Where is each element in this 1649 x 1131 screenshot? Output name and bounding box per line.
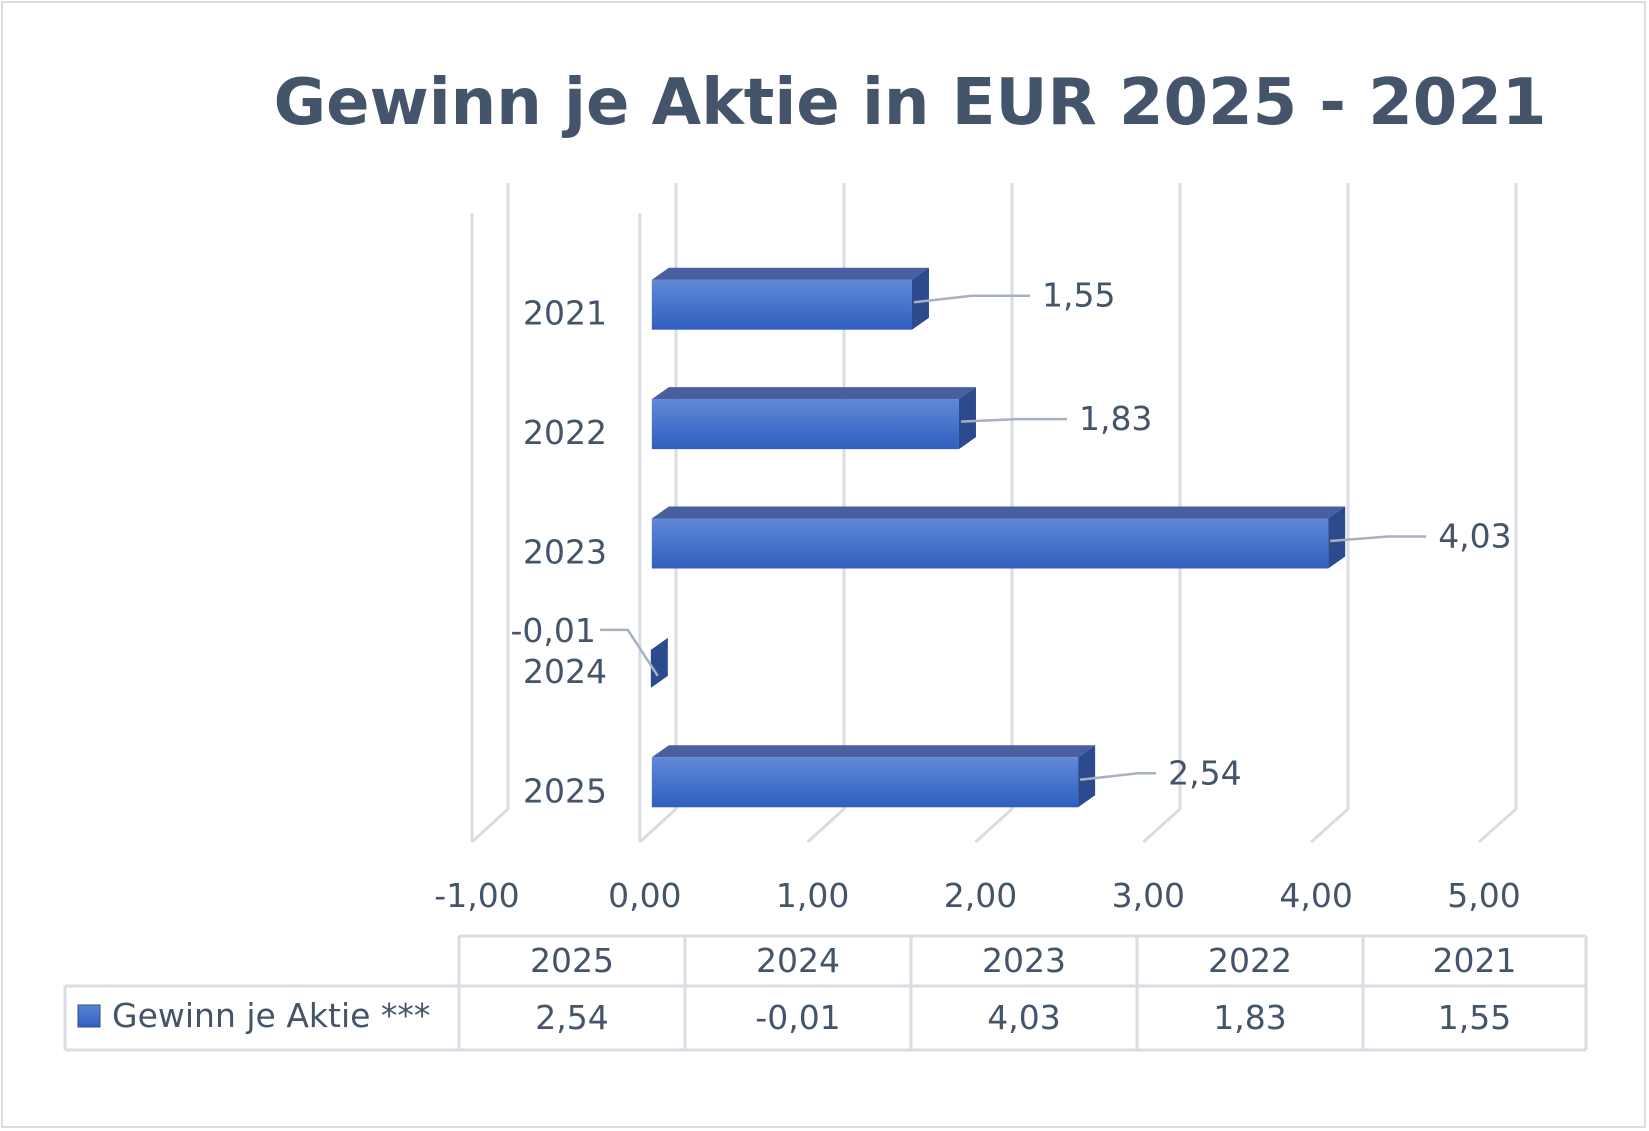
bar: [651, 267, 929, 330]
data-label: 1,83: [1079, 399, 1152, 438]
x-tick-label: 4,00: [1279, 876, 1352, 915]
data-label: 2,54: [1168, 753, 1241, 792]
leader-line: [1330, 535, 1427, 543]
x-tick-label: 0,00: [608, 876, 681, 915]
chart-title: Gewinn je Aktie in EUR 2025 - 2021: [274, 66, 1547, 140]
data-table-header-cell: 2025: [530, 941, 614, 980]
leader-line: [1079, 772, 1157, 782]
data-table: Gewinn je Aktie *** 2025 2,54 2024 -0,01 202…: [63, 934, 1588, 1052]
legend-key-icon: [77, 1004, 101, 1028]
bar: [650, 637, 668, 688]
category-label: 2025: [523, 771, 607, 810]
bar: [651, 506, 1346, 569]
data-table-header-cell: 2024: [756, 941, 840, 980]
leader-line: [960, 417, 1067, 423]
data-label: 1,55: [1042, 276, 1115, 315]
data-label: 4,03: [1438, 517, 1511, 556]
bar: [651, 745, 1096, 808]
x-tick-label: 2,00: [944, 876, 1017, 915]
data-table-value-cell: -0,01: [755, 998, 840, 1037]
data-table-header-cell: 2022: [1208, 941, 1292, 980]
data-table-value-cell: 2,54: [535, 998, 608, 1037]
data-table-value-cell: 4,03: [987, 998, 1060, 1037]
category-label: 2023: [523, 533, 607, 572]
gridline: [470, 183, 510, 844]
leader-line: [599, 628, 659, 677]
data-label: -0,01: [510, 611, 595, 650]
leader-line: [913, 294, 1030, 304]
data-table-value-cell: 1,83: [1213, 998, 1286, 1037]
data-table-header-cell: 2021: [1433, 941, 1517, 980]
data-table-grid: [63, 934, 1588, 1052]
category-label: 2022: [523, 413, 607, 452]
bar: [651, 387, 976, 450]
x-tick-label: 1,00: [776, 876, 849, 915]
gridline: [1142, 183, 1182, 844]
gridline: [1310, 183, 1350, 844]
gridline: [1478, 183, 1518, 844]
x-tick-label: 3,00: [1112, 876, 1185, 915]
data-table-header-cell: 2023: [982, 941, 1066, 980]
category-label: 2024: [523, 652, 607, 691]
x-tick-label: 5,00: [1447, 876, 1520, 915]
category-label: 2021: [523, 294, 607, 333]
data-table-value-cell: 1,55: [1438, 998, 1511, 1037]
x-tick-label: -1,00: [434, 876, 519, 915]
gridline: [974, 183, 1014, 844]
data-table-row-label: Gewinn je Aktie ***: [112, 996, 430, 1035]
